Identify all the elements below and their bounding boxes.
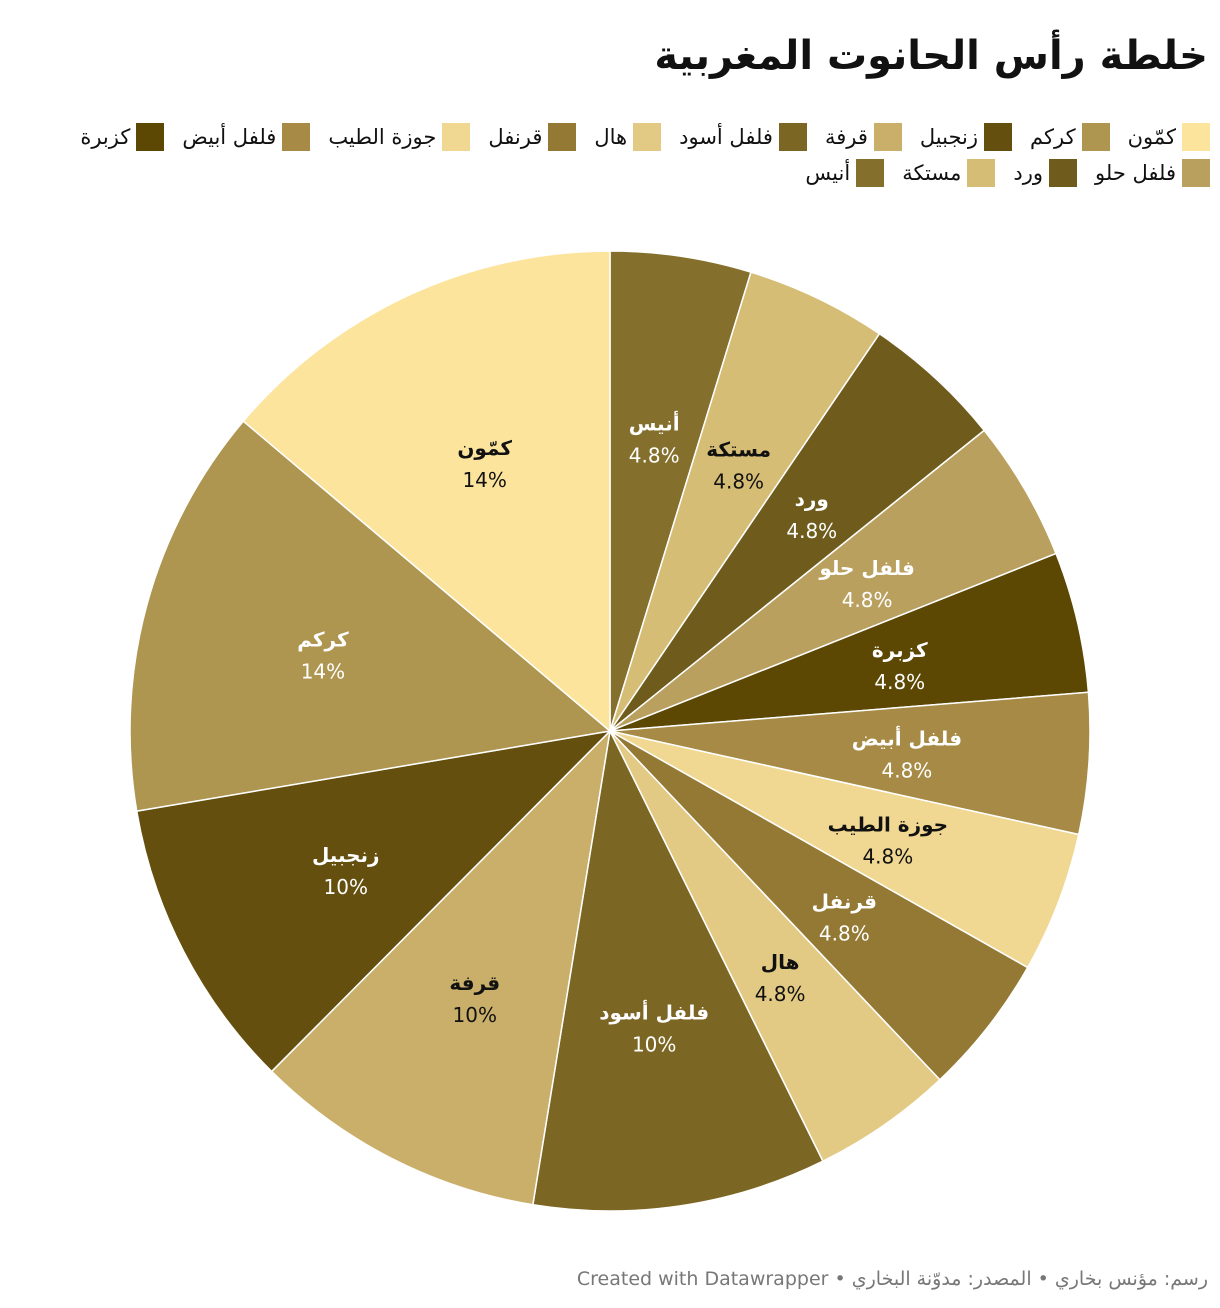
legend-swatch: [856, 159, 885, 187]
legend-swatch: [984, 123, 1013, 151]
slice-label: كزبرة: [872, 638, 928, 662]
pie-slice: [531, 728, 824, 1212]
legend-item: هال: [594, 122, 662, 152]
legend-item: كمّون: [1128, 122, 1210, 152]
legend-swatch: [873, 123, 902, 151]
slice-label: جوزة الطيب: [828, 813, 948, 837]
legend-label: أنيس: [805, 161, 851, 185]
legend-label: كزبرة: [80, 125, 131, 149]
slice-value-label: 4.8%: [874, 670, 925, 694]
pie-slice: [242, 250, 611, 733]
legend-item: جوزة الطيب: [328, 122, 471, 152]
slice-value-label: 4.8%: [629, 444, 680, 468]
legend-label: فلفل حلو: [1095, 161, 1176, 185]
legend-label: قرنفل: [488, 125, 543, 149]
legend-label: هال: [594, 125, 628, 149]
legend-item: كركم: [1030, 122, 1110, 152]
legend-label: فلفل أبيض: [182, 125, 277, 149]
slice-label: مستكة: [706, 438, 771, 462]
slice-label: هال: [761, 950, 800, 974]
slice-label: قرفة: [449, 971, 500, 995]
legend-swatch: [1182, 159, 1210, 187]
slice-label: كركم: [297, 627, 349, 651]
legend-item: كزبرة: [80, 122, 165, 152]
footer-credits: رسم: مؤنس بخاري • المصدر: مدوّنة البخاري…: [576, 1268, 1208, 1290]
slice-value-label: 4.8%: [842, 588, 893, 612]
legend-swatch: [967, 159, 996, 187]
slice-value-label: 4.8%: [882, 758, 933, 782]
slice-label: ورد: [795, 487, 829, 511]
legend-label: ورد: [1013, 161, 1044, 185]
slice-value-label: 10%: [324, 875, 368, 899]
slice-value-label: 4.8%: [755, 982, 806, 1006]
slice-label: قرنفل: [812, 889, 877, 913]
pie-slice: [135, 729, 613, 1073]
slice-label: زنجبيل: [312, 843, 380, 867]
legend-item: قرفة: [825, 122, 902, 152]
slice-value-label: 4.8%: [713, 470, 764, 494]
slice-value-label: 14%: [301, 659, 345, 683]
legend: كمّون كركم زنجبيل قرفة فلفل أسود هال قرنفل جوزة…: [10, 122, 1210, 188]
slice-value-label: 10%: [632, 1032, 676, 1056]
pie-slice: [129, 420, 612, 812]
slice-label: فلفل أبيض: [852, 724, 962, 750]
legend-swatch: [136, 123, 165, 151]
legend-label: قرفة: [824, 125, 868, 149]
slice-label: فلفل حلو: [818, 556, 915, 580]
legend-item: قرنفل: [488, 122, 577, 152]
legend-swatch: [1081, 123, 1110, 151]
chart-title: خلطة رأس الحانوت المغربية: [654, 33, 1208, 79]
legend-item: فلفل حلو: [1095, 158, 1210, 188]
legend-item: فلفل أبيض: [182, 122, 311, 152]
legend-swatch: [282, 123, 311, 151]
slice-label: فلفل أسود: [599, 998, 709, 1024]
slice-label: أنيس: [629, 410, 680, 436]
legend-label: كركم: [1030, 125, 1076, 149]
legend-swatch: [442, 123, 471, 151]
slice-value-label: 10%: [453, 1003, 497, 1027]
legend-item: فلفل أسود: [679, 122, 807, 152]
pie-slice: [270, 728, 612, 1206]
legend-label: جوزة الطيب: [328, 125, 437, 149]
legend-swatch: [633, 123, 662, 151]
legend-swatch: [778, 123, 807, 151]
legend-label: فلفل أسود: [679, 125, 773, 149]
slice-label: كمّون: [457, 436, 512, 460]
legend-swatch: [1182, 123, 1210, 151]
legend-label: مستكة: [902, 161, 962, 185]
legend-item: ورد: [1013, 158, 1078, 188]
legend-label: كمّون: [1127, 125, 1176, 149]
slice-value-label: 4.8%: [786, 519, 837, 543]
legend-swatch: [1049, 159, 1078, 187]
slice-value-label: 4.8%: [819, 921, 870, 945]
legend-swatch: [548, 123, 577, 151]
slice-value-label: 4.8%: [862, 845, 913, 869]
slice-value-label: 14%: [462, 468, 506, 492]
legend-item: زنجبيل: [919, 122, 1013, 152]
legend-item: أنيس: [805, 158, 885, 188]
legend-label: زنجبيل: [919, 125, 979, 149]
legend-item: مستكة: [902, 158, 996, 188]
